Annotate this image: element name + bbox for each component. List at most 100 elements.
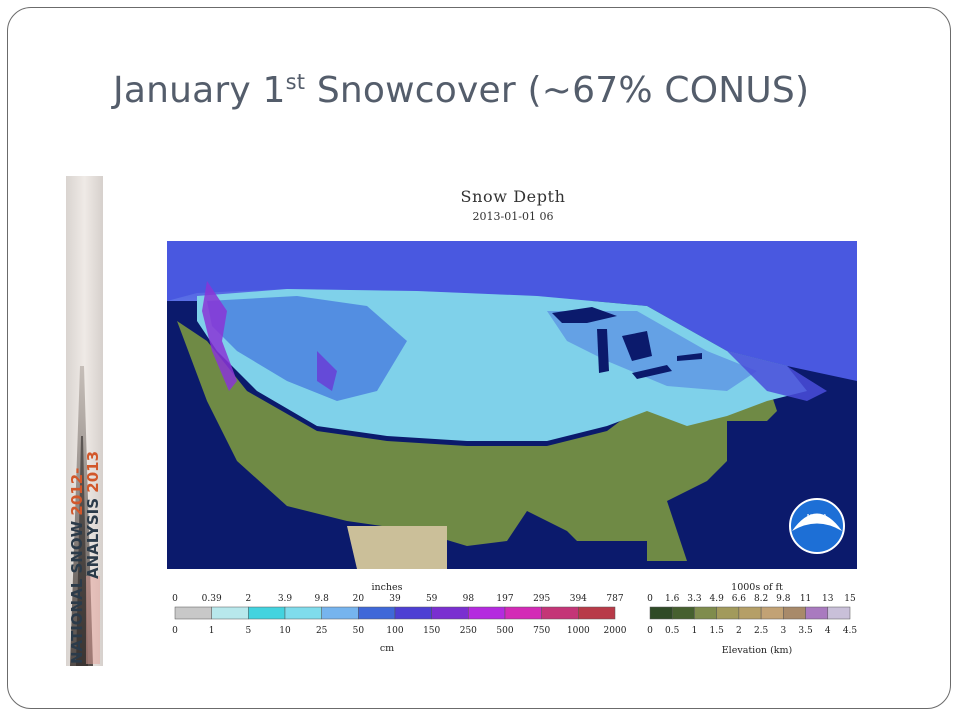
lake-superior xyxy=(552,307,617,323)
snow-depth-bottom-tick-label: 500 xyxy=(496,626,513,636)
snow-depth-top-tick-label: 0.39 xyxy=(202,594,222,604)
snow-depth-swatch xyxy=(284,606,322,620)
snow-depth-swatch xyxy=(394,606,432,620)
noaa-logo: NOAA xyxy=(789,498,845,554)
slide-title: January 1st Snowcover (~67% CONUS) xyxy=(113,70,810,111)
map-legend: inches cm 1000s of ft Elevation (km) 0 0.… xyxy=(172,582,857,656)
noaa-logo-text: NOAA xyxy=(807,513,828,521)
mexico-region xyxy=(347,526,447,569)
snow-depth-top-tick-label: 9.8 xyxy=(315,594,330,604)
snow-depth-top-tick-label: 394 xyxy=(570,594,587,604)
snow-cover-rockies xyxy=(207,296,407,401)
elevation-top-tick-label: 15 xyxy=(844,594,856,604)
elevation-colorbar: 0 1.6 3.3 4.9 6.6 8.2 9.8 11 13 15 0 0.5 1 1.5 2 2.5 3 3.… xyxy=(647,594,857,636)
elevation-swatch xyxy=(649,606,673,620)
canada-snow xyxy=(167,241,857,381)
elevation-bottom-tick-label: 4.5 xyxy=(843,626,858,636)
snow-depth-top-tick-label: 59 xyxy=(426,594,438,604)
snow-depth-bottom-tick-label: 5 xyxy=(245,626,251,636)
snow-depth-swatch xyxy=(504,606,542,620)
snow-depth-bottom-tick-label: 750 xyxy=(533,626,550,636)
figure-title: Snow Depth xyxy=(460,187,566,206)
snow-free-land xyxy=(177,321,777,561)
snow-depth-top-tick-label: 2 xyxy=(245,594,251,604)
snow-depth-bottom-tick-label: 25 xyxy=(316,626,328,636)
lake-ontario xyxy=(677,353,702,361)
elevation-top-tick-label: 6.6 xyxy=(732,594,747,604)
deep-snow-colorado xyxy=(317,351,337,391)
snow-depth-top-tick-label: 295 xyxy=(533,594,550,604)
elevation-bottom-tick-label: 1.5 xyxy=(710,626,725,636)
snow-cm-label: cm xyxy=(380,643,394,654)
figure-date: 2013-01-01 06 xyxy=(472,210,554,223)
elevation-swatch xyxy=(738,606,762,620)
snow-depth-colorbar: 0 0.39 2 3.9 9.8 20 39 59 98 197 295 394 787 0 1 5 10 25 5… xyxy=(172,594,627,636)
elevation-top-tick-label: 9.8 xyxy=(776,594,791,604)
elevation-bottom-tick-label: 2.5 xyxy=(754,626,769,636)
snow-depth-top-tick-label: 20 xyxy=(353,594,365,604)
elevation-swatch xyxy=(783,606,806,620)
snow-depth-top-tick-label: 787 xyxy=(606,594,623,604)
snow-depth-bottom-tick-label: 2000 xyxy=(604,626,627,636)
elevation-swatch xyxy=(716,606,740,620)
elevation-swatch xyxy=(694,606,717,620)
title-superscript: st xyxy=(285,70,306,94)
lake-michigan xyxy=(597,329,609,373)
elevation-bottom-tick-label: 1 xyxy=(692,626,698,636)
elevation-swatch xyxy=(671,606,695,620)
snow-depth-swatch xyxy=(174,606,212,620)
elevation-top-tick-label: 3.3 xyxy=(687,594,702,604)
snow-depth-swatch xyxy=(468,606,506,620)
elevation-bottom-tick-label: 3.5 xyxy=(798,626,813,636)
national-snow-analysis-banner: NATIONAL SNOW 2012- ANALYSIS 2013 xyxy=(66,176,103,666)
atlantic-ocean xyxy=(727,421,857,569)
snow-cover-new-england xyxy=(727,351,827,401)
lake-huron xyxy=(622,331,652,361)
elevation-swatch xyxy=(805,606,829,620)
snow-depth-bottom-tick-label: 1 xyxy=(209,626,215,636)
snow-depth-bottom-tick-label: 250 xyxy=(460,626,477,636)
snow-depth-swatch xyxy=(211,606,249,620)
snow-depth-bottom-tick-label: 50 xyxy=(353,626,365,636)
banner-background xyxy=(66,176,103,666)
snow-depth-top-tick-label: 39 xyxy=(389,594,401,604)
gulf-of-mexico xyxy=(507,541,647,569)
elevation-top-tick-label: 4.9 xyxy=(710,594,725,604)
snow-depth-bottom-tick-label: 10 xyxy=(279,626,291,636)
snow-depth-bottom-tick-label: 1000 xyxy=(567,626,590,636)
deep-snow-cascades xyxy=(202,281,237,391)
snow-depth-swatch xyxy=(431,606,469,620)
elevation-bottom-tick-label: 0 xyxy=(647,626,653,636)
snow-depth-bottom-tick-label: 150 xyxy=(423,626,440,636)
elevation-bottom-tick-label: 2 xyxy=(736,626,742,636)
snow-depth-swatch xyxy=(248,606,286,620)
snow-depth-bottom-tick-label: 0 xyxy=(172,626,178,636)
elevation-top-tick-label: 11 xyxy=(800,594,811,604)
elevation-ft-label: 1000s of ft xyxy=(731,582,783,593)
lake-erie xyxy=(632,365,672,379)
elevation-swatch xyxy=(827,606,851,620)
snow-inches-label: inches xyxy=(371,582,402,593)
banner-text: NATIONAL SNOW 2012- ANALYSIS 2013 xyxy=(68,450,102,664)
snow-depth-swatch xyxy=(578,606,616,620)
elevation-top-tick-label: 13 xyxy=(822,594,834,604)
elevation-swatch xyxy=(760,606,784,620)
snow-depth-top-tick-label: 3.9 xyxy=(278,594,293,604)
snow-depth-swatch xyxy=(358,606,396,620)
snow-depth-bottom-tick-label: 100 xyxy=(386,626,403,636)
snow-depth-top-tick-label: 0 xyxy=(172,594,178,604)
snow-depth-swatch xyxy=(321,606,359,620)
elevation-top-tick-label: 8.2 xyxy=(754,594,768,604)
elevation-km-label: Elevation (km) xyxy=(722,645,793,656)
elevation-top-tick-label: 1.6 xyxy=(665,594,680,604)
snow-depth-swatch xyxy=(541,606,579,620)
pacific-ocean xyxy=(167,421,207,569)
elevation-bottom-tick-label: 0.5 xyxy=(665,626,680,636)
elevation-top-tick-label: 0 xyxy=(647,594,653,604)
snow-depth-figure: Snow Depth 2013-01-01 06 xyxy=(165,180,861,660)
snow-depth-map: NOAA xyxy=(167,241,857,569)
snow-depth-top-tick-label: 98 xyxy=(463,594,475,604)
nohrsc-logo-block xyxy=(86,576,100,664)
elevation-bottom-tick-label: 4 xyxy=(825,626,831,636)
snow-depth-top-tick-label: 197 xyxy=(496,594,513,604)
